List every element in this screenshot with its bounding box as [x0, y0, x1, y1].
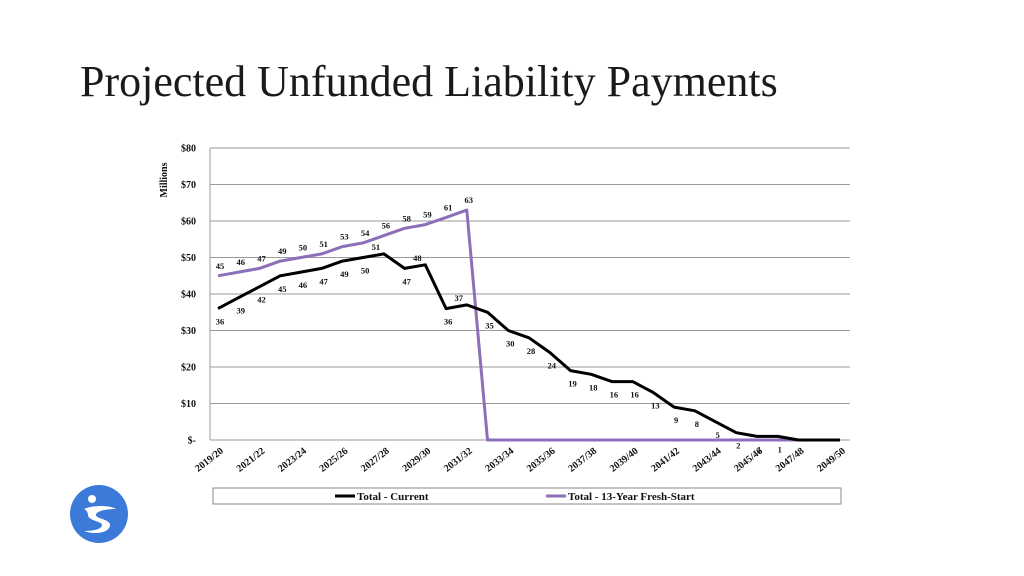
y-tick-label: $50: [181, 253, 196, 264]
data-label: 36: [216, 317, 225, 327]
data-label: 46: [236, 257, 245, 267]
data-label: 8: [695, 419, 699, 429]
data-label: 48: [413, 253, 422, 263]
data-label: 16: [630, 390, 639, 400]
data-label: 45: [216, 261, 225, 271]
data-label: 28: [527, 346, 536, 356]
data-label: 5: [715, 430, 719, 440]
data-label: 1: [757, 444, 761, 454]
legend-entry: Total - Current: [357, 491, 429, 503]
y-tick-label: $80: [181, 144, 196, 155]
legend-entry: Total - 13-Year Fresh-Start: [568, 491, 695, 503]
legend: Total - Current Total - 13-Year Fresh-Sta…: [212, 487, 842, 505]
x-tick-label: 2039/40: [608, 446, 641, 475]
data-label: 61: [444, 202, 453, 212]
y-tick-label: $70: [181, 180, 196, 191]
data-label: 35: [485, 320, 494, 330]
data-label: 54: [361, 228, 370, 238]
data-label: 24: [547, 360, 556, 370]
y-tick-label: $-: [188, 436, 196, 447]
data-label: 42: [257, 295, 266, 305]
data-label: 30: [506, 339, 515, 349]
series-line: [217, 252, 840, 442]
x-axis-ticks: 2019/20 2021/22 2023/24 2025/26 2027/28 2029/…: [193, 446, 848, 475]
y-tick-label: $40: [181, 290, 196, 301]
data-label: 47: [257, 253, 266, 263]
y-tick-label: $60: [181, 217, 196, 228]
data-label: 63: [465, 195, 474, 205]
x-tick-label: 2023/24: [276, 446, 309, 475]
data-label: 47: [402, 276, 411, 286]
data-label: 18: [589, 382, 598, 392]
x-tick-label: 2033/34: [484, 446, 517, 475]
series-lines: [217, 208, 840, 442]
legend-box: [212, 487, 842, 505]
data-label: 51: [319, 239, 328, 249]
data-label: 37: [455, 293, 464, 303]
data-label: 56: [382, 221, 391, 231]
figure-logo-icon: [70, 485, 128, 543]
data-label: 59: [423, 210, 432, 220]
data-label: 58: [402, 213, 411, 223]
series-line: [217, 208, 840, 442]
x-tick-label: 2025/26: [318, 446, 351, 475]
x-tick-label: 2037/38: [566, 446, 599, 475]
data-label: 47: [319, 276, 328, 286]
data-label: 49: [340, 269, 349, 279]
data-label: 1: [778, 444, 782, 454]
data-label: 36: [444, 317, 453, 327]
data-label: 53: [340, 232, 349, 242]
x-tick-label: 2027/28: [359, 446, 392, 475]
y-tick-label: $10: [181, 399, 196, 410]
x-tick-label: 2035/36: [525, 446, 558, 475]
data-label: 13: [651, 401, 660, 411]
data-label: 16: [610, 390, 619, 400]
y-tick-label: $30: [181, 326, 196, 337]
data-label: 49: [278, 246, 287, 256]
x-tick-label: 2043/44: [691, 446, 724, 475]
data-label: 51: [372, 242, 381, 252]
y-axis-label: Millions: [159, 162, 170, 197]
y-tick-label: $20: [181, 363, 196, 374]
data-label: 45: [278, 284, 287, 294]
x-tick-label: 2019/20: [193, 446, 226, 475]
data-label: 19: [568, 379, 577, 389]
data-label: 2: [736, 441, 740, 451]
x-tick-label: 2021/22: [235, 446, 268, 475]
x-tick-label: 2049/50: [815, 446, 848, 475]
y-axis-ticks: $80 $70 $60 $50 $40 $30 $20 $10 $-: [181, 144, 196, 447]
data-label: 50: [299, 243, 308, 253]
slide-title: Projected Unfunded Liability Payments: [80, 57, 778, 106]
data-label: 39: [236, 306, 245, 316]
data-label: 50: [361, 266, 370, 276]
x-tick-label: 2041/42: [649, 446, 682, 475]
x-tick-label: 2031/32: [442, 446, 475, 475]
x-tick-label: 2029/30: [401, 446, 434, 475]
data-label: 46: [299, 280, 308, 290]
grid-lines: [209, 147, 850, 441]
data-label: 9: [674, 415, 678, 425]
